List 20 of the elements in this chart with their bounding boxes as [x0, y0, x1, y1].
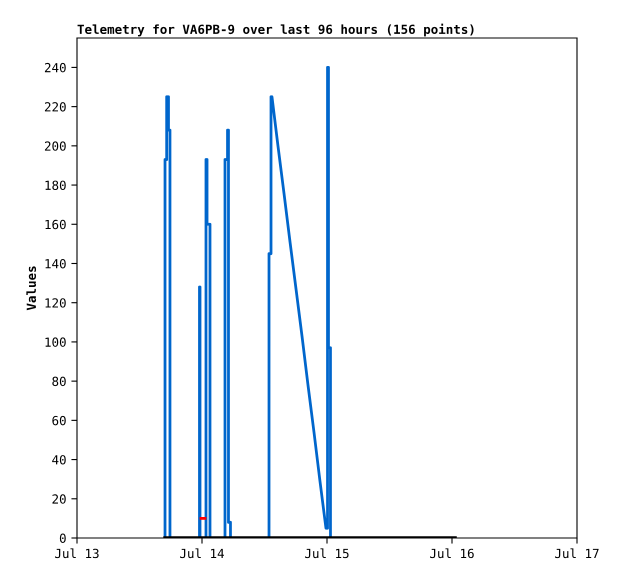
x-tick-label: Jul 15 — [305, 548, 349, 558]
y-tick-label: 200 — [44, 141, 66, 151]
y-tick-label: 240 — [44, 62, 66, 72]
y-tick-label: 220 — [44, 102, 66, 112]
y-tick-label: 100 — [46, 337, 66, 347]
chart-title: Telemetry for VA6PB-9 over last 96 hours (156 points) — [78, 24, 474, 36]
y-tick-label: 140 — [46, 258, 66, 268]
x-tick-label: Jul 14 — [180, 548, 224, 558]
y-axis-title: Values — [26, 266, 36, 310]
y-tick-label: 180 — [46, 180, 66, 190]
x-tick-label: Jul 13 — [55, 548, 99, 558]
y-tick-label: 160 — [46, 220, 66, 230]
x-tick-label: Jul 17 — [555, 548, 599, 558]
x-tick-label: Jul 16 — [430, 548, 474, 558]
y-tick-label: 120 — [46, 298, 66, 308]
y-tick-label: 40 — [52, 455, 66, 465]
y-tick-label: 20 — [52, 494, 66, 504]
y-tick-label: 0 — [60, 534, 66, 543]
y-tick-label: 80 — [52, 376, 66, 386]
y-tick-label: 60 — [52, 416, 66, 426]
